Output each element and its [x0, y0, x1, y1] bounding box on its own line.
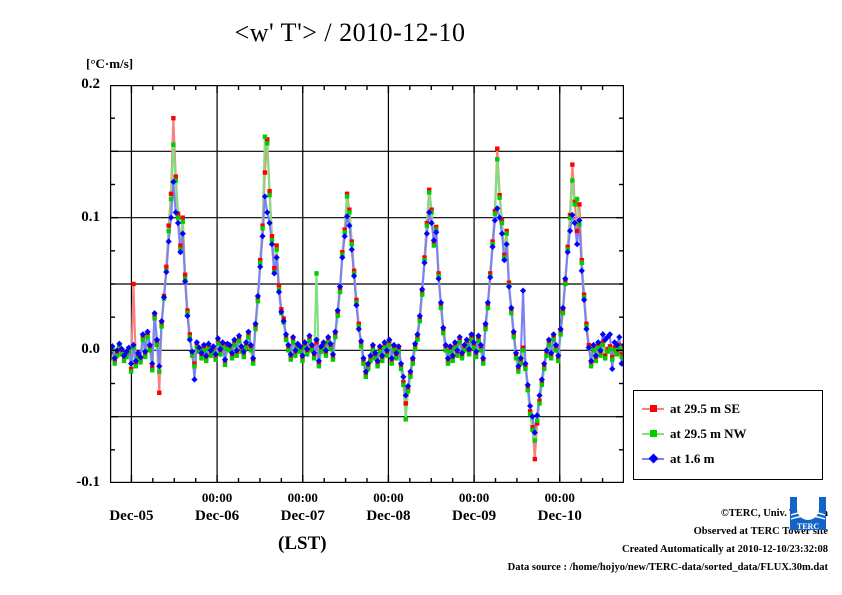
series-line-2 [110, 181, 624, 433]
series-line-1 [110, 136, 624, 441]
x-tick-time-label: 00:00 [544, 490, 575, 505]
y-axis-unit-label: [°C·m/s] [86, 56, 134, 71]
x-tick-date-label: Dec-05 [109, 508, 154, 524]
plot-area [110, 85, 624, 483]
legend-marker-icon [650, 430, 657, 437]
legend-line-swatch [642, 430, 664, 437]
terc-logo-icon: TERC [790, 497, 826, 531]
x-tick-date-label: Dec-07 [280, 508, 325, 524]
legend-marker-icon [648, 453, 659, 464]
series-line-0 [110, 118, 624, 460]
x-tick-time-label: 00:00 [373, 490, 404, 505]
x-tick-time-label: 00:00 [458, 490, 490, 505]
legend-line-swatch [642, 453, 664, 464]
chart-legend: at 29.5 m SE at 29.5 m NW at 1.6 m [633, 390, 823, 480]
legend-item-0: at 29.5 m SE [642, 399, 740, 419]
y-tick-label: -0.1 [76, 474, 100, 490]
footer-observed: Observed at TERC Tower site [693, 526, 828, 537]
x-tick-date-label: Dec-08 [366, 508, 411, 524]
chart-svg [110, 85, 624, 483]
series-markers-1 [110, 134, 624, 443]
series-markers-0 [110, 115, 624, 462]
y-tick-label: 0.1 [81, 208, 100, 225]
y-tick-label: 0.2 [81, 76, 100, 92]
x-tick-date-label: Dec-09 [452, 508, 497, 524]
footer-created: Created Automatically at 2010-12-10/23:3… [622, 544, 828, 555]
chart-title: <w' T'> / 2010-12-10 [234, 18, 466, 47]
legend-item-2: at 1.6 m [642, 449, 714, 469]
x-tick-date-label: Dec-10 [537, 508, 582, 524]
legend-label: at 29.5 m NW [670, 426, 747, 441]
svg-text:TERC: TERC [797, 522, 819, 531]
legend-label: at 29.5 m SE [670, 401, 741, 416]
legend-item-1: at 29.5 m NW [642, 424, 747, 444]
footer-datasource: Data source : /home/hojyo/new/TERC-data/… [507, 562, 828, 573]
x-axis-title: (LST) [278, 533, 327, 554]
y-tick-label: 0.0 [81, 341, 100, 358]
x-tick-time-label: 00:00 [201, 490, 233, 505]
footer-copyright: ©TERC, Univ. Tsukuba [720, 508, 828, 519]
legend-line-swatch [642, 405, 664, 412]
x-tick-time-label: 00:00 [287, 490, 318, 505]
legend-marker-icon [650, 405, 657, 412]
x-tick-date-label: Dec-06 [195, 508, 240, 524]
legend-label: at 1.6 m [670, 451, 715, 466]
